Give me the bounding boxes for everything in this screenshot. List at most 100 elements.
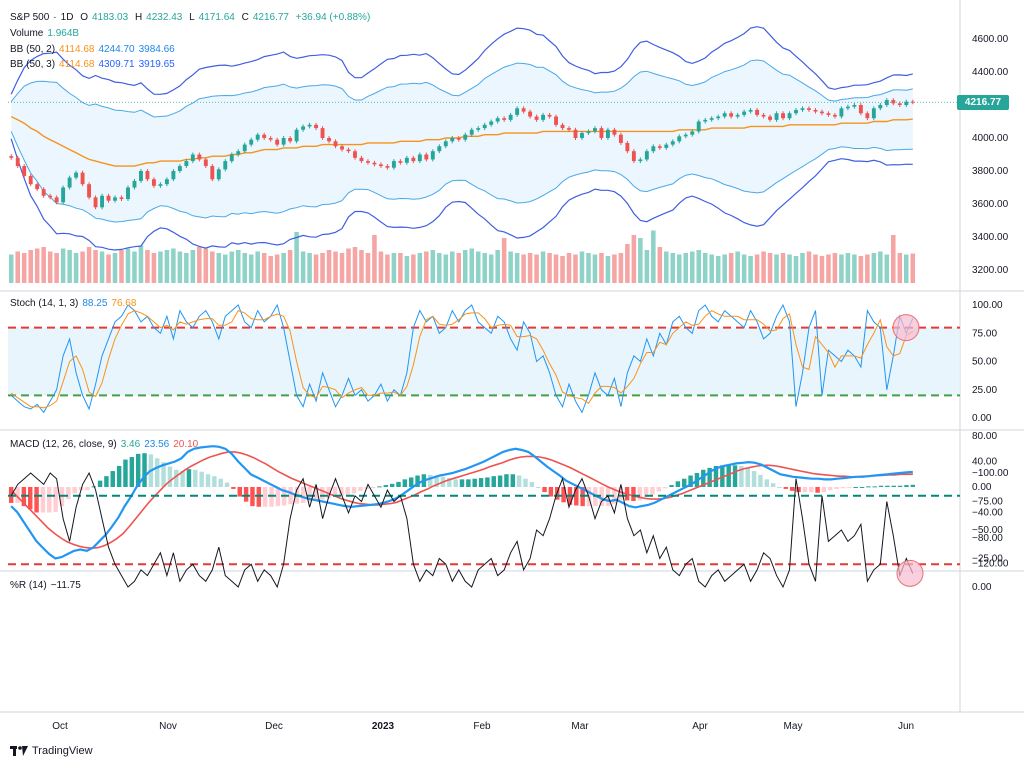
macd-histogram-bar bbox=[262, 487, 268, 507]
volume-bar bbox=[378, 251, 384, 283]
macd-histogram-bar bbox=[91, 486, 96, 488]
volume-bar bbox=[631, 235, 637, 283]
volume-bar bbox=[852, 254, 857, 283]
volume-bar bbox=[365, 253, 371, 283]
willr-axis-tick: −50.00 bbox=[972, 525, 1003, 536]
candle-body bbox=[268, 138, 273, 140]
candle-body bbox=[100, 195, 104, 208]
macd-histogram-bar bbox=[269, 487, 274, 507]
volume-legend[interactable]: Volume 1.964B bbox=[10, 28, 83, 40]
interval[interactable]: 1D bbox=[60, 12, 74, 23]
macd-histogram-bar bbox=[339, 487, 344, 496]
volume-bar bbox=[573, 254, 578, 283]
macd-histogram-bar bbox=[510, 474, 516, 487]
candle-body bbox=[891, 100, 896, 104]
macd-histogram-bar bbox=[288, 487, 293, 505]
price-axis-tick: 3600.00 bbox=[972, 199, 1009, 210]
bb2-legend[interactable]: BB (50, 3) 4114.68 4309.71 3919.65 bbox=[10, 59, 179, 71]
macd-histogram-bar bbox=[688, 475, 693, 487]
macd-histogram-bar bbox=[529, 481, 535, 487]
willr-legend[interactable]: %R (14) −11.75 bbox=[10, 580, 85, 592]
macd-histogram-bar bbox=[301, 487, 306, 503]
candle-body bbox=[249, 139, 254, 145]
volume-bar bbox=[832, 253, 838, 283]
macd-histogram-bar bbox=[897, 485, 903, 487]
bb1-legend[interactable]: BB (50, 2) 4114.68 4244.70 3984.66 bbox=[10, 44, 179, 56]
volume-bar bbox=[702, 253, 708, 283]
willr-line bbox=[10, 471, 914, 589]
bb2-mid: 4114.68 bbox=[59, 59, 95, 70]
willr-axis-tick: 0.00 bbox=[972, 582, 992, 593]
volume-bar bbox=[112, 253, 118, 283]
bb-inner-upper-line bbox=[10, 59, 913, 118]
volume-bar bbox=[728, 253, 734, 283]
volume-bar bbox=[547, 253, 552, 283]
macd-histogram-bar bbox=[250, 487, 255, 507]
volume-bar bbox=[67, 250, 72, 283]
volume-bar bbox=[255, 251, 260, 283]
macd-histogram-bar bbox=[370, 487, 376, 488]
candle-body bbox=[35, 184, 40, 190]
candle-body bbox=[832, 114, 837, 117]
close-label: C bbox=[241, 12, 249, 23]
candle-body bbox=[372, 162, 377, 165]
macd-histogram-bar bbox=[186, 469, 192, 487]
candle-body bbox=[690, 131, 695, 135]
candle-body bbox=[599, 128, 604, 138]
volume-bar bbox=[417, 253, 423, 283]
volume-bar bbox=[904, 254, 909, 283]
stoch-legend[interactable]: Stoch (14, 1, 3) 88.25 76.68 bbox=[10, 298, 140, 310]
price-axis-tick: 3200.00 bbox=[972, 265, 1009, 276]
time-axis-tick: May bbox=[784, 721, 803, 732]
macd-histogram-bar bbox=[866, 486, 871, 488]
macd-histogram-bar bbox=[123, 459, 128, 487]
stoch-highlight-circle bbox=[892, 314, 920, 342]
macd-histogram-bar bbox=[891, 485, 896, 487]
candle-body bbox=[171, 171, 176, 180]
candle-body bbox=[353, 151, 357, 158]
candle-body bbox=[664, 144, 669, 148]
candle-body bbox=[735, 114, 740, 117]
candle-body bbox=[910, 101, 915, 103]
macd-histogram-bar bbox=[218, 478, 223, 487]
bb1-upper: 4244.70 bbox=[98, 44, 135, 55]
tradingview-logo[interactable]: TradingView bbox=[10, 745, 93, 757]
volume-bar bbox=[99, 251, 105, 283]
volume-bar bbox=[184, 253, 189, 283]
macd-line bbox=[10, 445, 913, 560]
macd-histogram-bar bbox=[701, 469, 706, 487]
volume-bar bbox=[774, 254, 779, 283]
volume-bar bbox=[754, 254, 760, 283]
volume-bar bbox=[826, 254, 831, 283]
volume-bar bbox=[605, 256, 611, 283]
macd-histogram-bar bbox=[275, 487, 281, 507]
macd-histogram-bar bbox=[345, 487, 350, 495]
candle-body bbox=[781, 113, 785, 119]
macd-legend[interactable]: MACD (12, 26, close, 9) 3.46 23.56 20.10 bbox=[10, 439, 202, 451]
stoch-label: Stoch (14, 1, 3) bbox=[10, 298, 79, 309]
macd-histogram-bar bbox=[815, 487, 820, 493]
candle-body bbox=[625, 142, 630, 152]
macd-histogram-bar bbox=[662, 487, 668, 489]
volume-bar bbox=[242, 253, 247, 283]
volume-bar bbox=[884, 254, 890, 283]
volume-bar bbox=[780, 253, 786, 283]
symbol-name[interactable]: S&P 500 bbox=[10, 12, 50, 23]
candle-body bbox=[742, 111, 747, 115]
macd-histogram-bar bbox=[523, 478, 528, 487]
bb2-upper: 4309.71 bbox=[98, 59, 135, 70]
volume-bar bbox=[534, 254, 539, 283]
macd-value: 23.56 bbox=[144, 439, 170, 450]
volume-bar bbox=[41, 247, 46, 283]
volume-bar bbox=[274, 254, 280, 283]
macd-histogram-bar bbox=[783, 487, 789, 489]
volume-bar bbox=[132, 251, 137, 283]
volume-bar bbox=[177, 251, 183, 283]
candle-body bbox=[534, 116, 539, 120]
macd-histogram-bar bbox=[802, 487, 808, 493]
willr-highlight-circle bbox=[896, 559, 924, 587]
candle-body bbox=[378, 164, 383, 167]
candle-body bbox=[366, 161, 370, 163]
